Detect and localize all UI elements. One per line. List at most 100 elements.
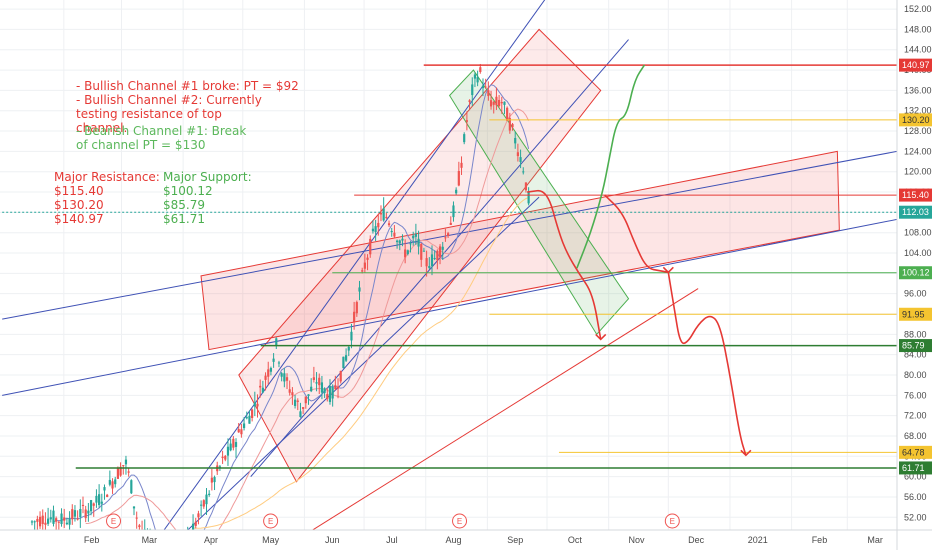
earnings-label-2: E xyxy=(457,517,462,526)
candle-body xyxy=(280,373,283,377)
candle-body xyxy=(116,468,120,479)
candle-body xyxy=(30,521,34,523)
price-label-box-3 xyxy=(899,205,932,219)
candle-body xyxy=(224,455,227,460)
candle-body xyxy=(60,513,63,525)
candle-body xyxy=(272,358,275,362)
candle-body xyxy=(226,446,230,456)
y-tick-label-14: 108.00 xyxy=(904,228,932,238)
earnings-label-1: E xyxy=(268,517,273,526)
candle-body xyxy=(191,523,195,530)
price-label-text-6: 85.79 xyxy=(902,341,925,351)
ma-slow-line xyxy=(193,196,529,529)
candle-body xyxy=(242,423,246,429)
candle-body xyxy=(202,500,205,507)
y-tick-label-1: 56.00 xyxy=(904,492,927,502)
candle-body xyxy=(414,233,417,237)
candle-body xyxy=(498,99,501,106)
candle-body xyxy=(234,442,238,447)
candle-body xyxy=(173,542,175,550)
candle-body xyxy=(52,510,55,524)
candle-body xyxy=(132,506,136,509)
price-label-box-4 xyxy=(899,266,932,280)
candle-body xyxy=(339,370,342,382)
price-levels xyxy=(2,64,897,469)
candle-body xyxy=(433,258,436,260)
candle-body xyxy=(422,250,426,252)
candle-body xyxy=(404,249,407,258)
candle-body xyxy=(489,100,493,107)
earnings-marker-3 xyxy=(664,513,680,529)
candle-body xyxy=(108,479,111,485)
price-label-box-6 xyxy=(899,339,932,353)
candle-body xyxy=(463,134,466,143)
earnings-label-0: E xyxy=(111,517,116,526)
candle-body xyxy=(176,542,178,550)
ma-mid-line xyxy=(85,108,530,530)
candle-body xyxy=(347,346,350,351)
candle-body xyxy=(269,367,273,372)
bullish-notes: - Bullish Channel #1 broke: PT = $92 - B… xyxy=(76,79,299,135)
candle-body xyxy=(253,402,256,407)
candle-body xyxy=(460,162,463,168)
candle-body xyxy=(98,494,101,506)
candle-body xyxy=(218,466,222,468)
price-label-box-7 xyxy=(899,445,932,459)
candle-body xyxy=(92,503,95,506)
candle-body xyxy=(106,494,109,497)
candle-body xyxy=(506,107,509,121)
candle-body xyxy=(179,539,181,544)
x-tick-label-2: Apr xyxy=(204,535,218,545)
price-label-box-2 xyxy=(899,188,932,202)
candle-body xyxy=(344,355,348,361)
price-label-text-0: 140.97 xyxy=(902,60,930,70)
candle-body xyxy=(371,228,375,232)
resistance-title: Major Resistance: xyxy=(54,170,160,184)
y-tick-label-0: 52.00 xyxy=(904,512,927,522)
candle-body xyxy=(33,521,36,523)
candle-body xyxy=(210,477,213,483)
y-tick-label-20: 132.00 xyxy=(904,106,932,116)
candle-body xyxy=(304,396,307,404)
y-tick-label-19: 128.00 xyxy=(904,126,932,136)
projection-arrow-0 xyxy=(595,333,607,341)
price-label-box-0 xyxy=(899,58,932,72)
x-tick-label-1: Mar xyxy=(142,535,158,545)
candle-body xyxy=(36,518,39,522)
candle-body xyxy=(197,513,200,518)
y-tick-label-8: 84.00 xyxy=(904,350,927,360)
x-tick-label-9: Nov xyxy=(628,535,645,545)
x-tick-label-6: Aug xyxy=(446,535,462,545)
candle-body xyxy=(452,205,455,218)
candle-body xyxy=(291,392,294,396)
candle-body xyxy=(441,246,444,250)
candle-body xyxy=(393,232,396,237)
price-labels: 140.97 130.20 115.40 112.03 100.12 91.95 85.79… xyxy=(899,58,932,475)
candle-body xyxy=(436,250,439,261)
candle-body xyxy=(412,235,415,239)
x-tick-label-5: Jul xyxy=(386,535,398,545)
candle-body xyxy=(187,537,189,539)
candle-body xyxy=(194,521,197,526)
red-support-line xyxy=(311,288,699,530)
candle-body xyxy=(71,509,74,520)
candle-body xyxy=(310,386,313,392)
candle-body xyxy=(288,389,291,393)
candle-body xyxy=(232,438,235,448)
candle-body xyxy=(361,270,364,272)
candle-body xyxy=(114,479,117,485)
candle-body xyxy=(516,152,519,157)
candle-body xyxy=(189,534,191,537)
price-label-text-2: 115.40 xyxy=(902,190,929,200)
candle-body xyxy=(138,525,141,528)
rising-channel-line-2 xyxy=(187,196,540,530)
candle-body xyxy=(127,471,130,473)
candle-body xyxy=(320,382,324,393)
candle-body xyxy=(481,85,485,89)
candle-body xyxy=(79,509,82,518)
candle-body xyxy=(449,222,452,225)
y-tick-label-9: 88.00 xyxy=(904,329,927,339)
candle-body xyxy=(100,501,103,504)
candle-body xyxy=(334,385,337,390)
